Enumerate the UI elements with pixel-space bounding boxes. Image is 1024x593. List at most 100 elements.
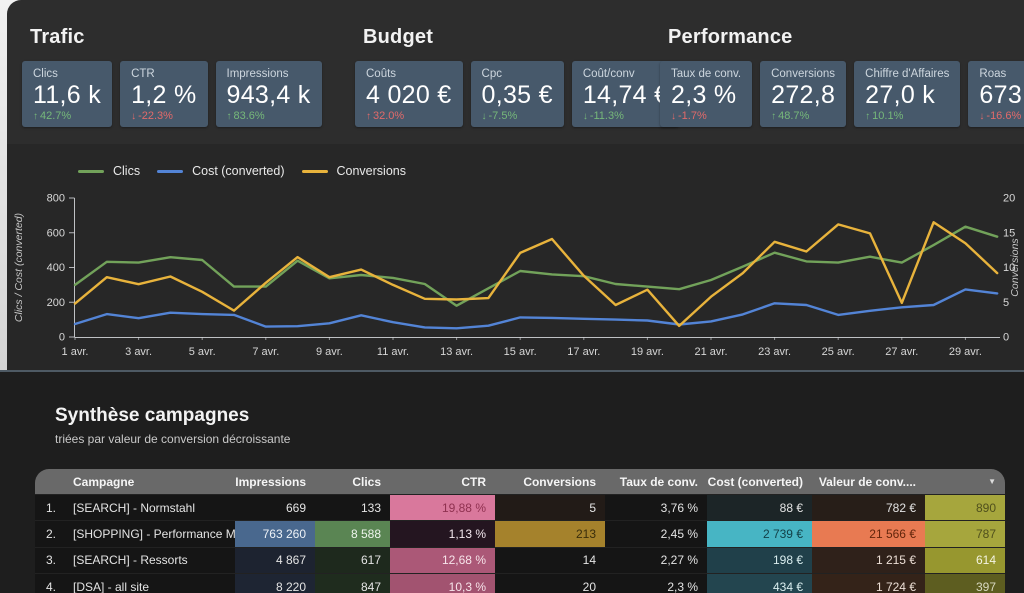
y-tick-label: 200: [47, 297, 65, 309]
col-header-sort[interactable]: ▼: [925, 469, 1005, 494]
legend-label: Clics: [113, 164, 141, 178]
col-header-conversions[interactable]: Conversions: [523, 474, 596, 489]
col-header-cost[interactable]: Cost (converted): [707, 474, 803, 489]
legend-swatch-icon: [78, 169, 104, 173]
cell-taux-de-conv: 3,76 %: [660, 500, 698, 515]
x-tick-label: 25 avr.: [822, 346, 855, 358]
y2-tick-label: 0: [1003, 332, 1009, 344]
kpi-label: Clics: [33, 68, 58, 80]
row-index: 3.: [45, 553, 56, 568]
kpi-label: Impressions: [226, 68, 289, 80]
kpi-cards: Coûts 4 020 € ↑ 32.0% Cpc 0,35 € ↓ -7.5% Coût/co…: [355, 61, 680, 127]
col-header-impressions[interactable]: Impressions: [235, 474, 306, 489]
conversions-line: [73, 221, 999, 328]
cell-valeur-de-conv: 21 566 €: [812, 521, 925, 547]
col-header-valeur-de-conv[interactable]: Valeur de conv....: [818, 474, 916, 489]
legend-item-clics[interactable]: Clics: [78, 164, 140, 178]
kpi-value: 2,3 %: [671, 81, 737, 109]
kpi-delta-value: -7.5%: [488, 110, 518, 122]
x-tick-label: 29 avr.: [949, 346, 982, 358]
legend-label: Cost (converted): [192, 164, 285, 178]
col-header-campagne[interactable]: Campagne: [73, 474, 135, 489]
kpi-card-clics[interactable]: Clics 11,6 k ↑ 42.7%: [22, 61, 113, 127]
kpi-delta: ↑ 42.7%: [33, 110, 101, 122]
row-index: 1.: [45, 500, 56, 515]
legend-item-cost-converted[interactable]: Cost (converted): [157, 164, 285, 178]
cell-score: 397: [925, 573, 1005, 593]
kpi-card-co-ts[interactable]: Coûts 4 020 € ↑ 32.0%: [355, 61, 463, 127]
kpi-delta: ↑ 83.6%: [227, 110, 311, 122]
kpi-row: Trafic Clics 11,6 k ↑ 42.7% CTR 1,2 % ↓ -22.3% Im…: [7, 0, 1024, 144]
campaign-name: [SHOPPING] - Performance Max: [73, 526, 235, 541]
x-tick-label: 11 avr.: [377, 346, 409, 358]
down-arrow-icon: ↓: [481, 111, 487, 122]
col-header-index: [35, 469, 65, 494]
table-row[interactable]: 4. [DSA] - all site 8 220 847 10,3 % 20 2,3 % 4…: [35, 572, 1005, 593]
cell-ctr: 1,13 %: [390, 521, 495, 547]
kpi-label: Cpc: [481, 68, 502, 80]
row-index: 2.: [45, 526, 56, 541]
cell-impressions: 763 260: [235, 521, 315, 547]
cell-ctr: 12,68 %: [390, 547, 495, 573]
cell-cost: 198 €: [707, 547, 812, 573]
kpi-card-impressions[interactable]: Impressions 943,4 k ↑ 83.6%: [215, 61, 322, 127]
cell-conversions: 5: [495, 495, 605, 521]
left-axis-title: Clics / Cost (converted): [13, 213, 25, 322]
table-band: Synthèse campagnes triées par valeur de …: [0, 370, 1024, 593]
table-row[interactable]: 1. [SEARCH] - Normstahl 669 133 19,88 % 5 3,76…: [35, 494, 1005, 521]
kpi-value: 27,0 k: [865, 81, 936, 109]
cell-valeur-de-conv: 1 215 €: [812, 547, 925, 573]
kpi-delta: ↓ -16.6%: [979, 110, 1024, 122]
campaign-name: [DSA] - all site: [73, 579, 150, 593]
cell-taux-de-conv: 2,45 %: [660, 526, 698, 541]
chart-legend: Clics Cost (converted) Conversions: [78, 164, 406, 178]
x-tick-label: 13 avr.: [440, 346, 473, 358]
x-tick-label: 1 avr.: [62, 346, 89, 358]
x-tick-label: 27 avr.: [885, 346, 918, 358]
col-header-clics[interactable]: Clics: [352, 474, 381, 489]
x-tick-label: 17 avr.: [567, 346, 600, 358]
kpi-label: Chiffre d'Affaires: [865, 68, 950, 80]
down-arrow-icon: ↓: [979, 111, 985, 122]
kpi-value: 11,6 k: [33, 81, 102, 109]
kpi-card-chiffre-d-affaires[interactable]: Chiffre d'Affaires 27,0 k ↑ 10.1%: [854, 61, 961, 127]
cell-valeur-de-conv: 782 €: [812, 495, 925, 521]
cell-valeur-de-conv: 1 724 €: [812, 573, 925, 593]
col-header-ctr[interactable]: CTR: [461, 474, 486, 489]
kpi-delta-value: 48.7%: [778, 110, 810, 122]
kpi-label: Taux de conv.: [671, 68, 742, 80]
time-series-chart[interactable]: 800 600 400 200 0 20 15 10 5 0 1 avr. 3 avr. 5 avr. 7…: [7, 144, 1024, 370]
kpi-card-ctr[interactable]: CTR 1,2 % ↓ -22.3%: [120, 61, 208, 127]
cell-impressions: 8 220: [235, 573, 315, 593]
x-tick-label: 3 avr.: [125, 346, 152, 358]
section-title-trafic: Trafic: [30, 26, 85, 48]
table-row[interactable]: 2. [SHOPPING] - Performance Max 763 260 8 5…: [35, 520, 1005, 547]
y-tick-label: 600: [47, 227, 65, 239]
kpi-value: 0,35 €: [481, 81, 553, 109]
col-header-taux-de-conv[interactable]: Taux de conv.: [619, 474, 698, 489]
cell-clics: 8 588: [315, 521, 390, 547]
x-tick-label: 21 avr.: [694, 346, 727, 358]
up-arrow-icon: ↑: [33, 111, 38, 122]
cell-impressions: 669: [285, 500, 306, 515]
dashboard-panel: Trafic Clics 11,6 k ↑ 42.7% CTR 1,2 % ↓ -22.3% Im…: [7, 0, 1024, 372]
table-row[interactable]: 3. [SEARCH] - Ressorts 4 867 617 12,68 % 14 2,…: [35, 546, 1005, 573]
kpi-label: Coût/conv: [582, 68, 635, 80]
y2-tick-label: 10: [1003, 262, 1015, 274]
cell-impressions: 4 867: [235, 547, 315, 573]
kpi-group-trafic: Trafic Clics 11,6 k ↑ 42.7% CTR 1,2 % ↓ -22.3% Im…: [22, 26, 322, 127]
kpi-value: 4 020 €: [366, 81, 452, 109]
up-arrow-icon: ↑: [865, 111, 871, 122]
kpi-card-roas[interactable]: Roas 673 ↓ -16.6%: [968, 61, 1024, 127]
y-tick-label: 0: [59, 332, 65, 344]
kpi-card-taux-de-conv[interactable]: Taux de conv. 2,3 % ↓ -1.7%: [660, 61, 753, 127]
kpi-card-conversions[interactable]: Conversions 272,8 ↑ 48.7%: [760, 61, 847, 127]
legend-item-conversions[interactable]: Conversions: [301, 164, 406, 178]
kpi-delta-value: -22.3%: [138, 110, 173, 122]
sort-menu-caret-icon[interactable]: ▼: [988, 477, 996, 486]
kpi-delta: ↓ -7.5%: [482, 110, 553, 122]
kpi-card-cpc[interactable]: Cpc 0,35 € ↓ -7.5%: [470, 61, 564, 127]
kpi-label: Conversions: [771, 68, 836, 80]
down-arrow-icon: ↓: [671, 111, 676, 122]
table-header-row: Campagne Impressions Clics CTR Conversions Ta…: [35, 469, 1005, 494]
